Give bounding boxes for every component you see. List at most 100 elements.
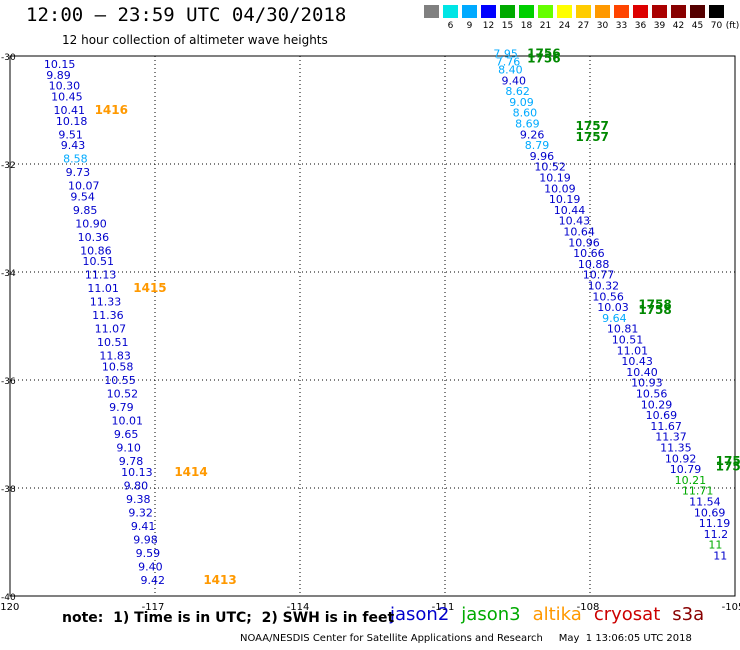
- swh-data-label: 10.43: [621, 355, 653, 368]
- swh-data-label: 10.66: [573, 247, 605, 260]
- swh-data-label: 10.21: [675, 474, 707, 487]
- time-label: 1415: [133, 281, 166, 295]
- legend-swatch: [595, 5, 610, 18]
- time-label: 1758: [638, 303, 671, 317]
- swh-data-label: 10.64: [563, 226, 595, 239]
- legend-value: 39: [653, 21, 666, 31]
- swh-data-label: 9.09: [509, 96, 534, 109]
- swh-data-label: 9.80: [124, 479, 149, 492]
- legend-unit: (ft): [725, 21, 740, 31]
- plot-frame: [9, 55, 736, 597]
- legend-value: 33: [615, 21, 628, 31]
- swh-data-label: 8.69: [515, 118, 540, 131]
- y-tick-label: -30: [1, 53, 16, 63]
- time-label: 1416: [95, 103, 128, 117]
- swh-data-label: 10.19: [549, 193, 581, 206]
- legend-value: 42: [672, 21, 685, 31]
- swh-data-label: 10.69: [646, 409, 678, 422]
- swh-data-label: 10.93: [631, 377, 663, 390]
- legend-value: 70: [710, 21, 723, 31]
- time-label: 1413: [203, 573, 236, 587]
- swh-data-label: 10.29: [641, 398, 673, 411]
- satellite-label: cryosat: [593, 604, 661, 625]
- swh-data-label: 9.41: [131, 520, 156, 533]
- swh-data-label: 8.79: [525, 139, 550, 152]
- swh-data-label: 7.76: [496, 55, 521, 68]
- swh-data-label: 9.38: [126, 493, 151, 506]
- time-label: 1758: [638, 297, 671, 311]
- swh-data-label: 9.79: [109, 401, 134, 414]
- legend-swatch: [538, 5, 553, 18]
- swh-data-label: 11.67: [650, 420, 682, 433]
- swh-data-label: 10.41: [54, 104, 86, 117]
- swh-data-label: 10.56: [636, 388, 668, 401]
- swh-data-label: 11.83: [99, 350, 130, 363]
- swh-data-label: 9.43: [61, 139, 86, 152]
- swh-data-label: 10.88: [578, 258, 610, 271]
- swh-data-label: 8.60: [513, 107, 538, 120]
- time-label: 1759: [716, 454, 740, 468]
- legend-swatch: [690, 5, 705, 18]
- swh-data-label: 11.71: [682, 485, 714, 498]
- swh-data-label: 8.58: [63, 153, 88, 166]
- swh-data-label: 8.40: [498, 64, 522, 77]
- swh-data-label: 10.55: [104, 374, 136, 387]
- swh-data-label: 9.59: [136, 547, 161, 560]
- legend-value: 12: [482, 21, 495, 31]
- time-label: 1757: [576, 130, 609, 144]
- legend-value: 6: [447, 21, 454, 31]
- swh-data-label: 10.01: [112, 415, 144, 428]
- swh-data-label: 10.44: [554, 204, 586, 217]
- legend-swatch: [481, 5, 496, 18]
- time-label: 1756: [527, 46, 560, 60]
- legend-swatch: [557, 5, 572, 18]
- time-label: 1757: [576, 119, 609, 133]
- swh-data-label: 10.51: [97, 336, 129, 349]
- swh-data-label: 10.79: [670, 463, 702, 476]
- swh-data-label: 10.07: [68, 180, 100, 193]
- x-tick-label: -108: [577, 602, 600, 613]
- satellite-legend: jason2 jason3 altika cryosat s3a: [390, 604, 716, 625]
- y-tick-label: -38: [1, 485, 16, 495]
- swh-data-label: 10.56: [592, 290, 624, 303]
- swh-data-label: 7.95: [493, 47, 518, 60]
- legend-swatch: [424, 5, 439, 18]
- legend-value: 18: [520, 21, 533, 31]
- swh-data-label: 10.19: [539, 172, 571, 185]
- swh-data-label: 10.86: [80, 244, 112, 257]
- satellite-label: altika: [532, 604, 582, 625]
- swh-data-label: 11.37: [655, 431, 687, 444]
- legend-swatch: [576, 5, 591, 18]
- satellite-label: s3a: [672, 604, 705, 625]
- y-tick-label: -40: [1, 593, 16, 603]
- swh-data-label: 11.54: [689, 496, 721, 509]
- swh-data-label: 10.03: [597, 301, 629, 314]
- swh-data-label: 11.07: [95, 323, 127, 336]
- swh-data-label: 9.65: [114, 428, 138, 441]
- legend-swatch: [671, 5, 686, 18]
- swh-data-label: 10.51: [83, 255, 115, 268]
- legend-value: 36: [634, 21, 647, 31]
- swh-data-label: 9.98: [133, 533, 158, 546]
- swh-data-label: 8.62: [505, 85, 529, 98]
- swh-data-label: 10.92: [665, 452, 697, 465]
- swh-data-label: 9.10: [116, 442, 141, 455]
- chart-subtitle: 12 hour collection of altimeter wave hei…: [62, 33, 328, 47]
- swh-data-label: 10.58: [102, 361, 134, 374]
- legend-swatch: [443, 5, 458, 18]
- swh-data-label: 11.2: [704, 528, 729, 541]
- legend-value: 45: [691, 21, 704, 31]
- swh-data-label: 10.36: [78, 231, 110, 244]
- legend-swatch: [500, 5, 515, 18]
- x-tick-label: -111: [432, 602, 455, 613]
- x-tick-label: -117: [142, 602, 165, 613]
- chart-title: 12:00 — 23:59 UTC 04/30/2018: [26, 4, 347, 26]
- swh-data-label: 9.51: [58, 128, 82, 141]
- swh-data-label: 10.32: [588, 280, 620, 293]
- legend-swatch: [614, 5, 629, 18]
- swh-data-label: 9.64: [602, 312, 627, 325]
- satellite-label: jason2: [390, 604, 450, 625]
- swh-data-label: 11.13: [85, 269, 117, 282]
- y-tick-label: -32: [1, 161, 16, 171]
